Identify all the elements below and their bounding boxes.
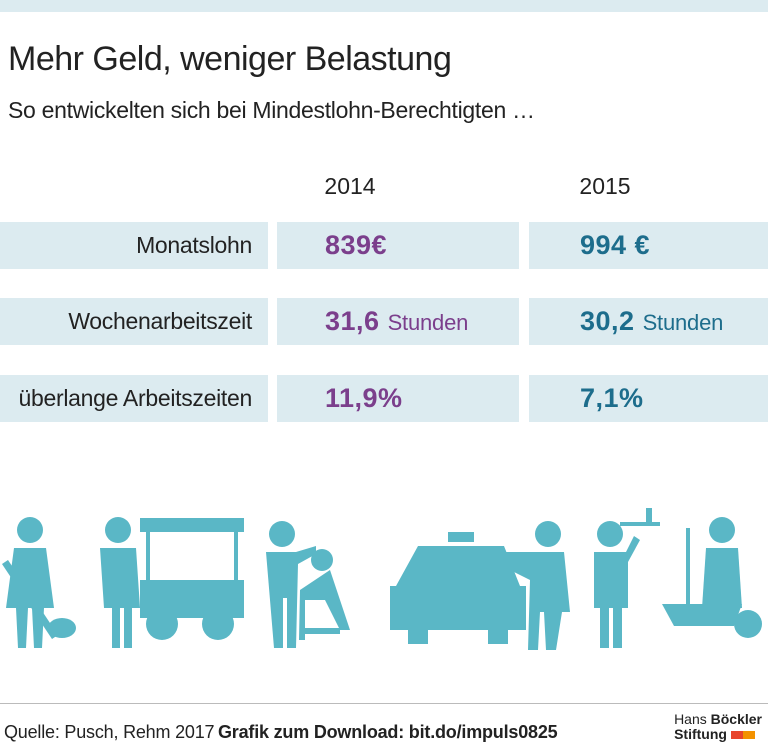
logo-text: Böckler [710, 711, 762, 727]
cell-box [529, 298, 768, 345]
value: 31,6 [325, 306, 380, 336]
value: 11,9% [325, 383, 403, 413]
logo-mark [742, 731, 755, 739]
title: Mehr Geld, weniger Belastung [8, 40, 452, 78]
cell-value: 11,9% [325, 375, 403, 422]
logo-mark [730, 731, 743, 739]
cell-value: 31,6 Stunden [325, 298, 468, 346]
cell-value: 30,2 Stunden [580, 298, 723, 346]
logo-line: Stiftung [674, 727, 762, 742]
cell-box [529, 222, 768, 269]
unit: Stunden [387, 310, 469, 335]
value: 7,1% [580, 383, 644, 413]
row-label: überlange Arbeitszeiten [18, 385, 253, 411]
cell-value: 7,1% [580, 375, 644, 422]
cell-value: 839€ [325, 222, 387, 269]
cell-value: 994 € [580, 222, 650, 269]
icons [2, 508, 762, 650]
cell-box [529, 375, 768, 422]
value: 839€ [325, 230, 388, 260]
source: Quelle: Pusch, Rehm 2017 [4, 722, 215, 742]
icon-group [2, 508, 762, 650]
separator [0, 703, 768, 704]
logo-line: Hans Böckler [674, 712, 762, 727]
subtitle: So entwickelten sich bei Mindestlohn-Ber… [8, 97, 535, 123]
column-header: 2015 [579, 173, 631, 199]
row-box [0, 298, 268, 345]
logo-text: Stiftung [674, 726, 727, 742]
row-label: Monatslohn [136, 232, 252, 258]
row-label: Wochenarbeitszeit [68, 308, 252, 334]
row-box [0, 222, 268, 269]
row-box [0, 375, 268, 422]
cell-box [277, 222, 519, 269]
column-header: 2014 [324, 173, 376, 199]
logo-text: Hans [674, 711, 707, 727]
unit: Stunden [642, 310, 724, 335]
download-link[interactable]: Grafik zum Download: bit.do/impuls0825 [218, 722, 558, 742]
value: 30,2 [580, 306, 635, 336]
cell-box [277, 375, 519, 422]
logo: Hans Böckler Stiftung [674, 712, 762, 742]
cell-box [277, 298, 519, 345]
top-bar [0, 0, 768, 12]
value: 994 € [580, 230, 651, 260]
